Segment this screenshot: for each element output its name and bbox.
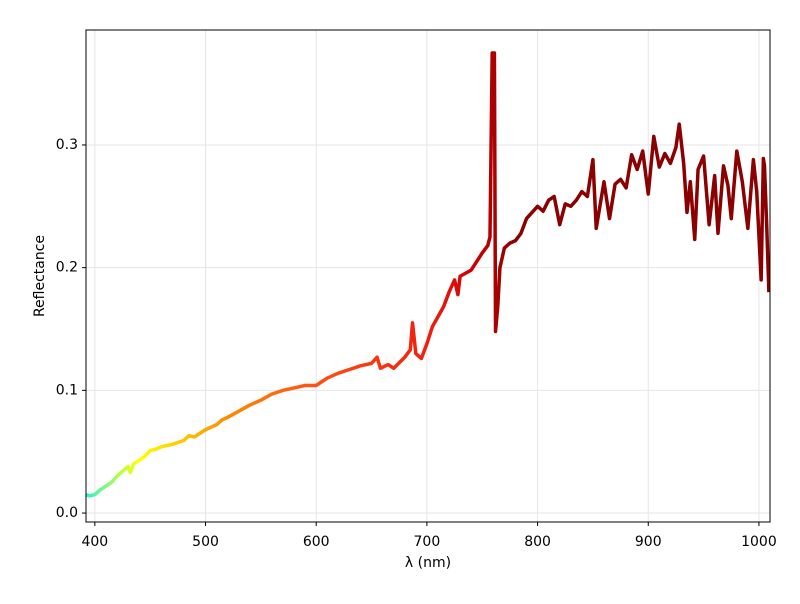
x-tick-label: 600 <box>303 534 330 550</box>
y-axis-label: Reflectance <box>32 235 48 317</box>
plot-frame <box>85 29 771 523</box>
data-line <box>86 51 770 498</box>
x-axis-label: λ (nm) <box>405 555 451 571</box>
x-tick-label: 400 <box>81 534 108 550</box>
y-tick-label: 0.1 <box>56 382 78 398</box>
x-tick-label: 500 <box>192 534 219 550</box>
x-tick-label: 1000 <box>741 534 777 550</box>
y-tick-label: 0.3 <box>56 137 78 153</box>
y-tick-label: 0.0 <box>56 505 78 521</box>
x-tick-label: 700 <box>414 534 441 550</box>
x-tick-label: 800 <box>524 534 551 550</box>
y-tick-label: 0.2 <box>56 260 78 276</box>
x-tick-label: 900 <box>635 534 662 550</box>
